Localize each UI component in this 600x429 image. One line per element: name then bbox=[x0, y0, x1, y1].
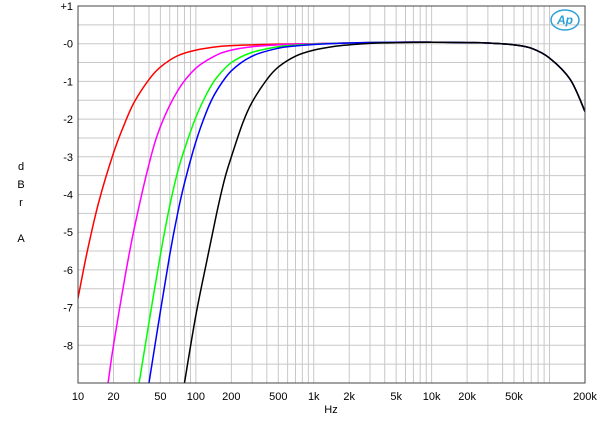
ap-logo-ring bbox=[550, 9, 580, 31]
y-tick-label: -6 bbox=[63, 265, 73, 277]
x-tick-label: 50k bbox=[505, 391, 523, 403]
x-tick-label: 20 bbox=[107, 391, 119, 403]
y-tick-label: -1 bbox=[63, 76, 73, 88]
x-tick-label: 200 bbox=[222, 391, 240, 403]
x-axis-label: Hz bbox=[324, 404, 337, 416]
x-tick-label: 200k bbox=[573, 391, 597, 403]
series-line-5 bbox=[183, 41, 585, 383]
y-tick-label: -4 bbox=[63, 190, 73, 202]
y-tick-label: -8 bbox=[63, 340, 73, 352]
y-tick-labels: +1 -0 -1 -2 -3 -4 -5 -6 -7 -8 bbox=[60, 1, 73, 352]
y-axis-label: dBr A bbox=[17, 161, 25, 245]
x-tick-label: 5k bbox=[390, 391, 402, 403]
y-axis-label-char: d bbox=[18, 161, 24, 173]
y-tick-label: -7 bbox=[63, 303, 73, 315]
x-tick-labels: 10 20 50 100 200 500 1k 2k 5k 10k 20k 50k 200k bbox=[72, 391, 598, 403]
chart-series bbox=[78, 41, 585, 383]
x-tick-label: 2k bbox=[343, 391, 355, 403]
y-axis-label-char: A bbox=[17, 233, 25, 245]
ap-logo-text: Ap bbox=[556, 13, 573, 27]
chart-grid bbox=[78, 6, 585, 383]
y-tick-label: -0 bbox=[63, 39, 73, 51]
y-tick-label: -3 bbox=[63, 152, 73, 164]
x-tick-label: 20k bbox=[458, 391, 476, 403]
x-tick-label: 50 bbox=[154, 391, 166, 403]
ap-logo: Ap bbox=[550, 9, 580, 31]
y-tick-label: +1 bbox=[60, 1, 73, 13]
plot-frame bbox=[77, 5, 586, 384]
x-tick-label: 500 bbox=[269, 391, 287, 403]
x-tick-label: 100 bbox=[187, 391, 205, 403]
x-tick-label: 1k bbox=[308, 391, 320, 403]
x-tick-label: 10k bbox=[423, 391, 441, 403]
x-tick-label: 10 bbox=[72, 391, 84, 403]
y-axis-label-char: B bbox=[17, 179, 24, 191]
y-axis-label-char: r bbox=[19, 197, 23, 209]
y-tick-label: -2 bbox=[63, 114, 73, 126]
y-tick-label: -5 bbox=[63, 227, 73, 239]
